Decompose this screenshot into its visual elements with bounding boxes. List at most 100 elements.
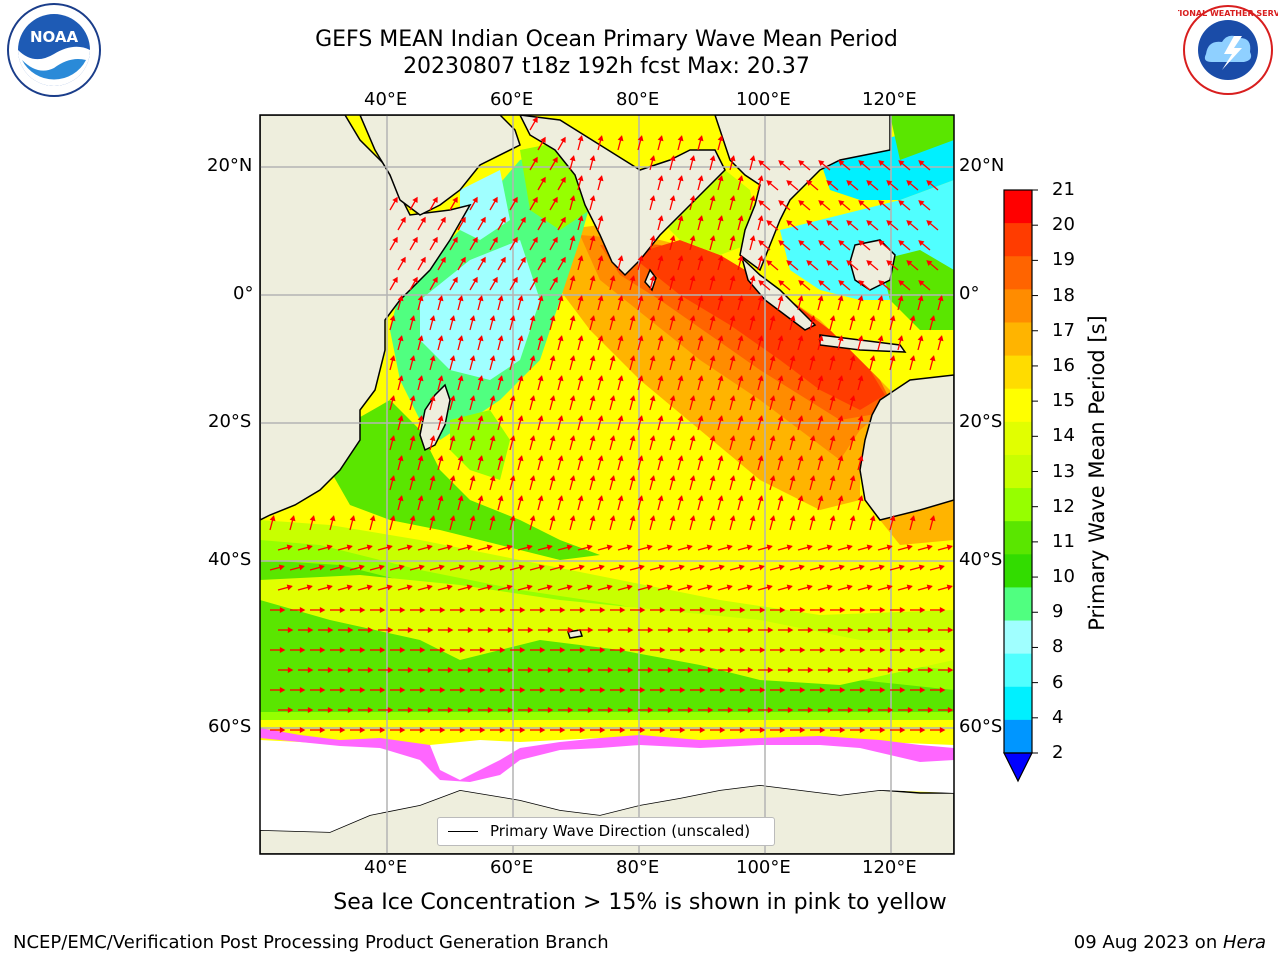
wave-arrow-head: [469, 515, 476, 522]
wave-arrow-head: [917, 295, 924, 302]
wave-arrow-head: [387, 626, 394, 634]
wave-arrow-head: [806, 544, 813, 551]
wave-arrow-head: [647, 666, 654, 674]
wave-arrow-head: [412, 276, 418, 283]
wave-arrow-head: [798, 160, 805, 166]
wave-arrow-head: [489, 395, 496, 402]
colorbar-tick-label: 2: [1052, 742, 1064, 763]
wave-arrow-head: [519, 646, 526, 654]
wave-arrow-head: [759, 686, 766, 694]
wave-arrow-head: [769, 315, 776, 322]
wave-arrow-head: [849, 515, 856, 522]
wave-arrow-head: [417, 335, 424, 342]
wave-arrow-head: [437, 375, 444, 382]
lon-tick-top: 100°E: [736, 89, 791, 110]
wave-arrow-head: [709, 195, 716, 202]
footer-host: Hera: [1222, 932, 1266, 953]
wave-arrow-head: [829, 355, 836, 362]
svg-text:NOAA: NOAA: [30, 28, 79, 46]
wave-arrow-head: [667, 666, 674, 674]
wave-band-se-16s: [880, 500, 954, 545]
wave-arrow-head: [907, 666, 914, 674]
wave-arrow-head: [669, 515, 676, 522]
wave-arrow-head: [569, 235, 576, 242]
wave-arrow-head: [299, 606, 306, 614]
wave-arrow-head: [807, 666, 814, 674]
wave-arrow-head: [557, 495, 564, 502]
colorbar-swatch: [1004, 223, 1032, 257]
wave-arrow-head: [829, 435, 836, 442]
lon-tick-bottom: 60°E: [490, 857, 534, 878]
wave-arrow-head: [717, 175, 724, 182]
wave-arrow-head: [689, 475, 696, 482]
wave-arrow-head: [939, 606, 946, 614]
wave-arrow-head: [929, 515, 936, 522]
wave-arrow-head: [719, 606, 726, 614]
wave-arrow-head: [709, 515, 716, 522]
wave-arrow-head: [669, 395, 676, 402]
wave-arrow-head: [717, 455, 724, 462]
wave-arrow-head: [307, 706, 314, 714]
wave-arrow-head: [597, 495, 604, 502]
lon-tick-bottom: 100°E: [736, 857, 791, 878]
wave-arrow-head: [766, 260, 773, 266]
wave-arrow-head: [677, 255, 684, 262]
wave-arrow-head: [609, 275, 616, 282]
colorbar-swatch: [1004, 256, 1032, 290]
wave-arrow-head: [299, 726, 306, 734]
wave-arrow-head: [749, 275, 756, 282]
wave-arrow-head: [507, 626, 514, 634]
wave-arrow-head: [397, 335, 404, 342]
wave-arrow-head: [549, 395, 556, 402]
wave-arrow-head: [778, 240, 785, 246]
wave-arrow-head: [489, 515, 496, 522]
wave-arrow-head: [566, 544, 573, 551]
wave-arrow-head: [758, 200, 765, 206]
wave-arrow-head: [687, 666, 694, 674]
wave-arrow-head: [509, 435, 516, 442]
wave-arrow-head: [546, 584, 553, 591]
wave-arrow-head: [838, 240, 845, 246]
wave-arrow-head: [486, 544, 493, 551]
wave-arrow-head: [659, 606, 666, 614]
wave-arrow-head: [559, 686, 566, 694]
wave-arrow-head: [387, 666, 394, 674]
wave-arrow-head: [597, 335, 604, 342]
wave-arrow-head: [577, 375, 584, 382]
wave-arrow-head: [547, 626, 554, 634]
wave-band-20s: [630, 240, 885, 410]
wave-arrow-head: [807, 626, 814, 634]
wave-arrow-head: [847, 706, 854, 714]
wave-arrow-head: [552, 276, 558, 283]
wave-arrow-head: [537, 455, 544, 462]
wave-arrow-head: [278, 564, 285, 571]
wave-arrow-head: [538, 564, 545, 571]
wave-arrow-head: [429, 315, 436, 322]
wave-arrow-head: [927, 626, 934, 634]
wave-arrow-head: [689, 315, 696, 322]
wave-arrow-head: [858, 240, 865, 246]
wave-arrow-head: [512, 276, 518, 283]
wave-arrow-head: [567, 666, 574, 674]
wave-arrow-head: [717, 255, 724, 262]
wave-arrow-head: [737, 215, 744, 222]
wave-arrow-head: [529, 515, 536, 522]
wave-arrow-head: [560, 216, 566, 223]
wave-arrow-head: [778, 160, 785, 166]
wave-arrow-head: [697, 295, 704, 302]
wave-arrow-head: [459, 686, 466, 694]
colorbar-swatch: [1004, 521, 1032, 555]
wave-arrow-head: [506, 544, 513, 551]
wave-arrow-head: [939, 686, 946, 694]
wave-arrow-head: [427, 706, 434, 714]
wave-arrow-head: [757, 375, 764, 382]
lat-tick-left: 0°: [233, 283, 254, 304]
colorbar-swatch: [1004, 454, 1032, 489]
wave-arrow-head: [560, 136, 566, 143]
wave-arrow-head: [746, 544, 753, 551]
wave-arrow-head: [407, 626, 414, 634]
wave-arrow-head: [637, 135, 644, 142]
wave-arrow-head: [619, 726, 626, 734]
wave-arrow-head: [806, 584, 813, 591]
